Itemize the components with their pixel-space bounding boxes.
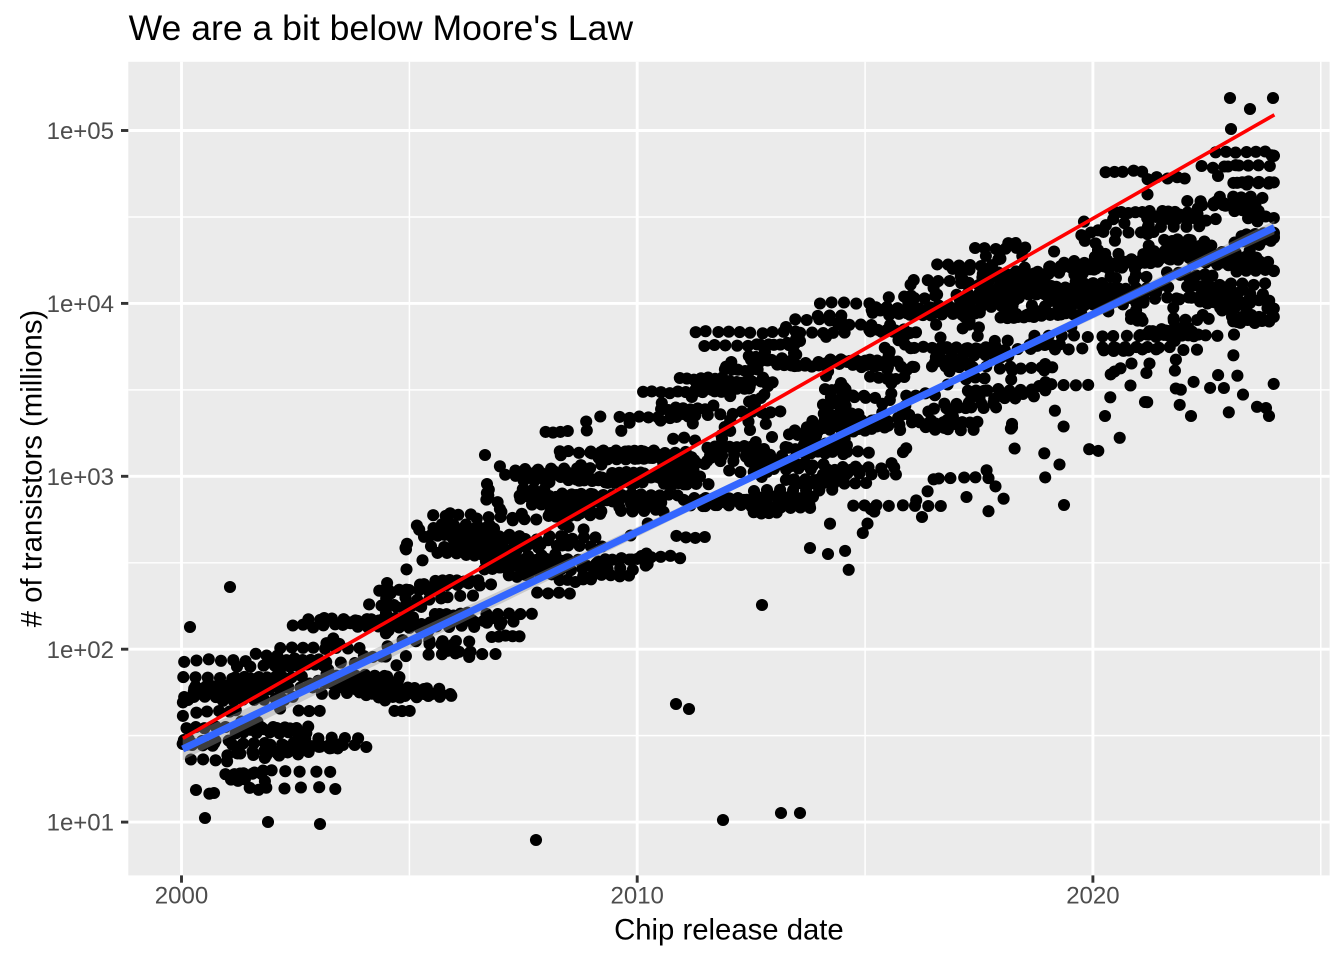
svg-text:1e+04: 1e+04 <box>47 291 114 318</box>
svg-text:# of transistors (millions): # of transistors (millions) <box>15 310 48 627</box>
svg-text:2000: 2000 <box>155 883 208 910</box>
svg-text:1e+01: 1e+01 <box>47 810 114 837</box>
svg-text:We are a bit below Moore's Law: We are a bit below Moore's Law <box>129 8 634 48</box>
svg-text:1e+05: 1e+05 <box>47 118 114 145</box>
svg-text:1e+03: 1e+03 <box>47 464 114 491</box>
svg-text:Chip release date: Chip release date <box>614 914 844 947</box>
svg-text:1e+02: 1e+02 <box>47 637 114 664</box>
svg-text:2020: 2020 <box>1066 883 1119 910</box>
svg-text:2010: 2010 <box>611 883 664 910</box>
